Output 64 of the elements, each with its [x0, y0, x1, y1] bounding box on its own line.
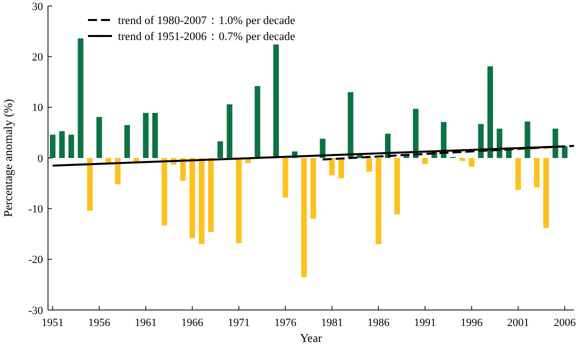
x-tick-label: 1951 [42, 317, 64, 329]
x-tick-label: 1991 [414, 317, 436, 329]
bar [459, 158, 466, 162]
legend-label: trend of 1980-2007：1.0% per decade [118, 15, 296, 28]
bar [142, 112, 149, 158]
bar [394, 158, 400, 214]
bar [534, 158, 540, 188]
bar [217, 141, 224, 158]
bar [236, 158, 242, 244]
bar [329, 158, 335, 176]
bar [366, 158, 372, 172]
bar [301, 158, 307, 278]
y-tick-label: 30 [32, 0, 44, 13]
bar [50, 134, 56, 158]
y-tick-label: 10 [32, 102, 44, 114]
bar [226, 104, 232, 158]
x-tick-label: 1966 [181, 317, 204, 329]
y-tick-label: 20 [32, 52, 44, 64]
bar [180, 158, 186, 181]
bar [552, 128, 558, 158]
bar [78, 38, 84, 158]
bar [524, 122, 530, 158]
x-tick-label: 1986 [367, 317, 390, 329]
bar [198, 158, 204, 244]
bar [496, 128, 502, 158]
bar [487, 66, 494, 158]
bar [273, 44, 279, 158]
y-tick-label: -20 [28, 254, 44, 266]
bar [338, 158, 344, 178]
y-tick-label: -30 [28, 304, 44, 317]
bar [422, 158, 428, 164]
x-tick-label: 1961 [134, 317, 157, 329]
bar [468, 158, 474, 167]
x-tick-label: 1976 [274, 317, 297, 329]
x-tick-label: 1971 [228, 317, 250, 329]
bar [68, 134, 74, 158]
x-tick-label: 1956 [88, 317, 111, 329]
y-axis-title: Percentage anomaly (%) [1, 99, 15, 217]
x-tick-label: 1996 [460, 317, 484, 329]
x-tick-label: 1981 [320, 317, 343, 329]
bar [562, 146, 568, 158]
bar [87, 158, 93, 211]
legend-label: trend of 1951-2006：0.7% per decade [118, 31, 296, 44]
y-tick-label: 0 [38, 152, 44, 165]
bar [412, 108, 419, 158]
bar [59, 131, 65, 158]
x-tick-label: 2001 [507, 317, 530, 329]
bar [515, 158, 521, 190]
bar [152, 112, 158, 158]
bar [124, 125, 130, 158]
bar [162, 158, 168, 226]
bar [254, 86, 260, 158]
bar [310, 158, 316, 219]
y-tick-label: -10 [28, 204, 44, 216]
bar [208, 158, 214, 232]
bar [190, 158, 196, 238]
bar [543, 158, 549, 228]
x-tick-label: 2006 [554, 317, 576, 329]
bar [96, 116, 102, 158]
bar [282, 158, 288, 198]
x-axis-title: Year [300, 331, 322, 345]
bar [115, 158, 121, 184]
bar [348, 92, 354, 158]
bar [376, 158, 382, 244]
